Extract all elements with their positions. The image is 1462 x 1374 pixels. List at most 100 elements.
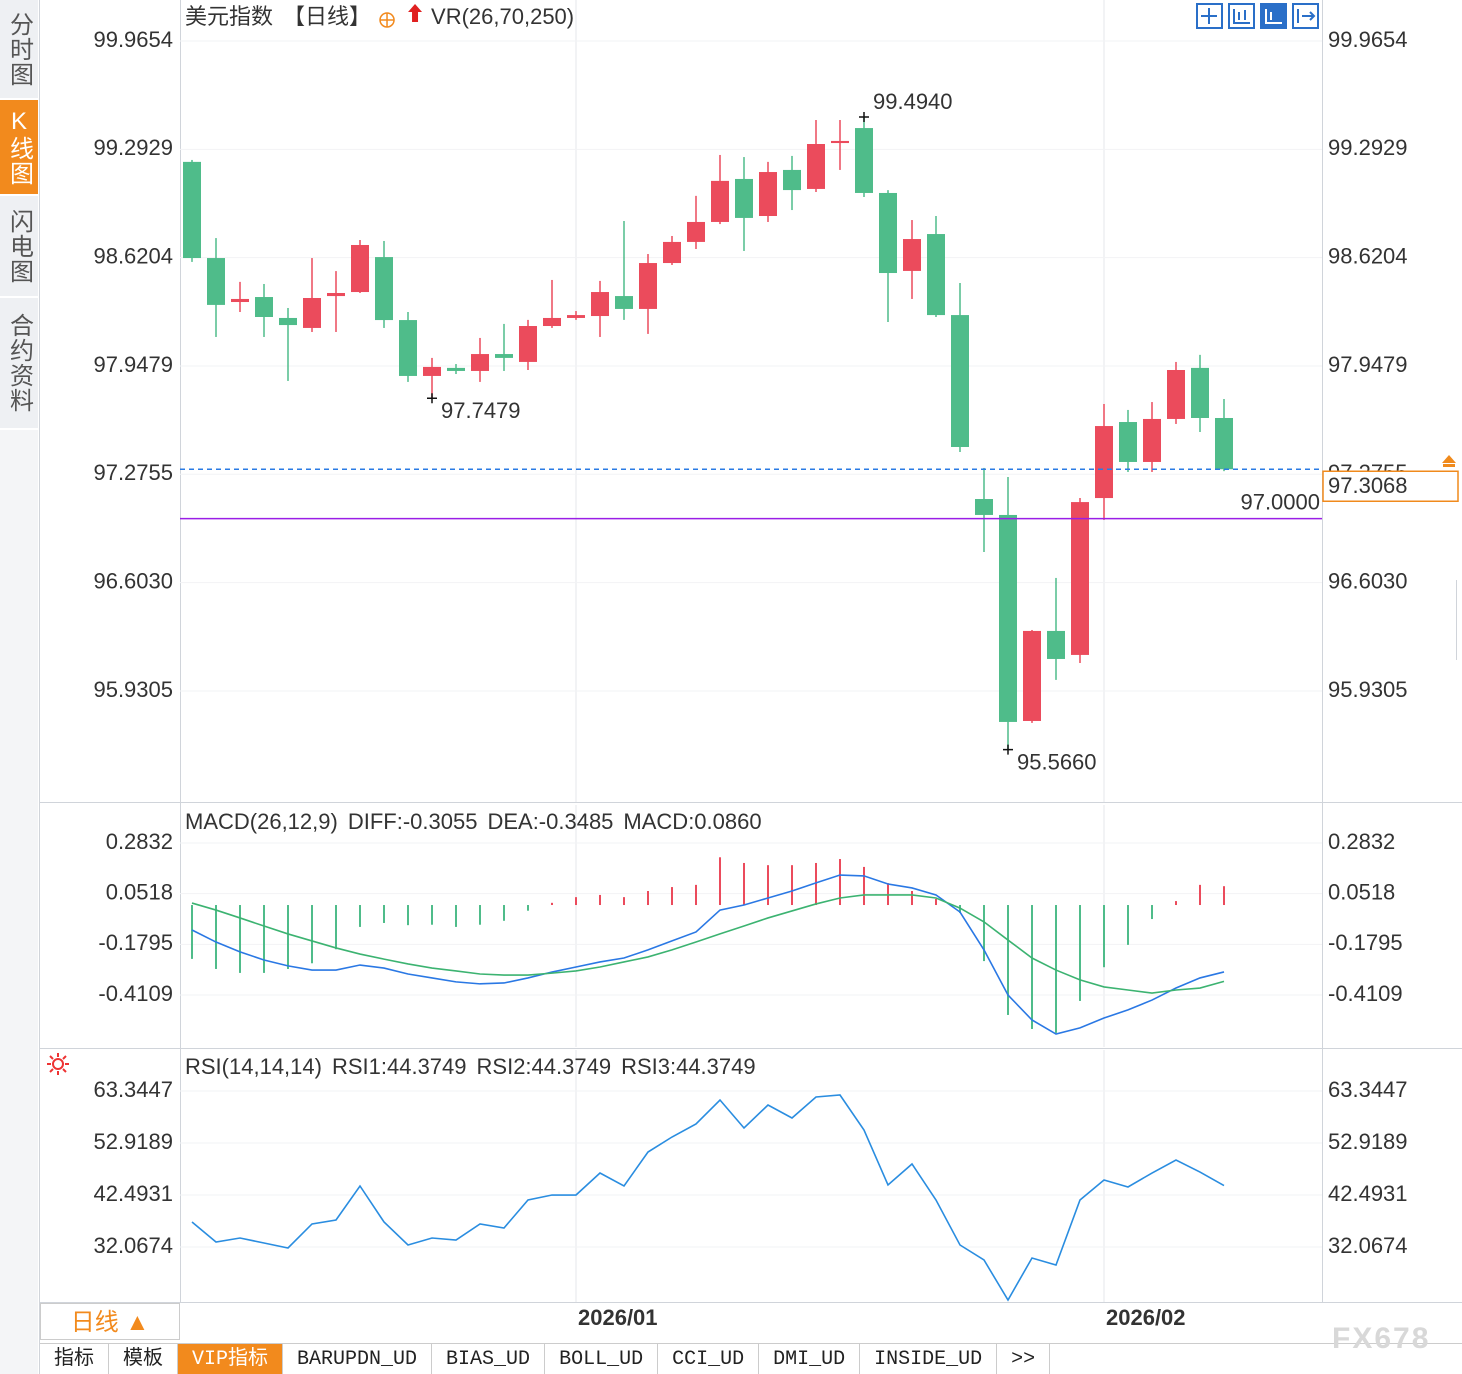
sidebar-tab[interactable]: 闪电图 <box>0 196 38 298</box>
candle-body <box>1071 502 1089 655</box>
y-tick-label-right: -0.4109 <box>1328 981 1403 1006</box>
candle-body <box>999 514 1017 722</box>
y-tick-label-right: 95.9305 <box>1328 677 1408 702</box>
watermark: FX678 <box>1332 1322 1431 1355</box>
legend-entry: RSI3:44.3749 <box>621 1054 756 1079</box>
y-tick-label: 98.6204 <box>93 243 173 268</box>
y-tick-label-right: 97.9479 <box>1328 352 1408 377</box>
candle-body <box>615 296 633 309</box>
candle-body <box>879 192 897 274</box>
candle-body <box>663 241 681 264</box>
candle-body <box>1167 369 1185 419</box>
indicator-tab[interactable]: BOLL_UD <box>545 1344 659 1374</box>
candle-body <box>759 172 777 217</box>
indicator-tab[interactable]: BARUPDN_UD <box>283 1344 433 1374</box>
candle-body <box>975 499 993 515</box>
candle-body <box>327 292 345 297</box>
candle-body <box>519 326 537 362</box>
indicator-tab[interactable]: 指标 <box>40 1344 109 1374</box>
extreme-label: 95.5660 <box>1017 749 1097 774</box>
y-tick-label-right: 63.3447 <box>1328 1077 1408 1102</box>
extreme-label: 99.4940 <box>873 89 953 114</box>
indicator-label: VR(26,70,250) <box>431 4 574 29</box>
rsi-icon <box>47 1053 69 1075</box>
panel-title: RSI(14,14,14) <box>185 1054 322 1079</box>
y-tick-label: 96.6030 <box>93 568 173 593</box>
period-label: 【日线】 <box>283 4 371 29</box>
reference-label: 97.0000 <box>1240 489 1320 514</box>
y-tick-label-right: 52.9189 <box>1328 1129 1408 1154</box>
indicator-tab[interactable]: CCI_UD <box>658 1344 760 1374</box>
candle-body <box>1143 418 1161 462</box>
candle-body <box>423 366 441 376</box>
indicator-icons <box>379 4 423 28</box>
indicator-tab[interactable]: VIP指标 <box>178 1344 284 1374</box>
legend-entry: RSI1:44.3749 <box>332 1054 467 1079</box>
candle-body <box>1215 417 1233 470</box>
candle-body <box>783 169 801 191</box>
y-tick-label: 0.2832 <box>106 829 173 854</box>
sidebar-tab[interactable]: 分时图 <box>0 0 38 100</box>
y-tick-label: 63.3447 <box>93 1077 173 1102</box>
candle-body <box>1191 367 1209 418</box>
indicator-tabs: 指标 模板 VIP指标 BARUPDN_UD BIAS_UD BOLL_UD CCI_UD D… <box>40 1343 1462 1374</box>
y-tick-label: 42.4931 <box>93 1181 173 1206</box>
y-tick-label: 32.0674 <box>93 1233 173 1258</box>
indicator-tab[interactable]: DMI_UD <box>759 1344 861 1374</box>
candle-body <box>711 180 729 222</box>
extreme-marker <box>1003 744 1013 755</box>
candle-body <box>927 234 945 316</box>
candle-body <box>279 317 297 326</box>
series-line <box>191 874 1225 1035</box>
candle-body <box>1119 422 1137 462</box>
frame <box>39 0 1462 1374</box>
price-alert-arrow <box>1442 455 1456 467</box>
extreme-marker <box>859 111 869 122</box>
y-tick-label-right: 98.6204 <box>1328 243 1408 268</box>
candle-body <box>471 354 489 371</box>
candle-body <box>1095 426 1113 499</box>
price-box <box>1322 470 1459 502</box>
series-line <box>191 1094 1225 1302</box>
legend-entry: RSI2:44.3749 <box>477 1054 612 1079</box>
y-tick-label: -0.1795 <box>98 930 173 955</box>
y-tick-label-right: -0.1795 <box>1328 930 1403 955</box>
candle-body <box>303 297 321 328</box>
y-tick-label-right: 0.0518 <box>1328 879 1395 904</box>
sidebar-tab[interactable]: K线图 <box>0 100 38 196</box>
candle-body <box>207 258 225 305</box>
arrow-icon <box>408 4 423 22</box>
candle-body <box>735 178 753 218</box>
candle-body <box>399 320 417 376</box>
panel-title: MACD(26,12,9) <box>185 809 338 834</box>
y-tick-label-right: 99.9654 <box>1328 27 1408 52</box>
candle-body <box>1047 630 1065 659</box>
y-tick-label-right: 32.0674 <box>1328 1233 1408 1258</box>
sidebar-tab[interactable]: 合约资料 <box>0 298 38 430</box>
indicator-tab[interactable]: BIAS_UD <box>432 1344 546 1374</box>
y-tick-label: 0.0518 <box>106 879 173 904</box>
candle-body <box>351 244 369 293</box>
toolbar-icons[interactable] <box>1196 3 1319 29</box>
indicator-tab[interactable]: 模板 <box>109 1344 178 1374</box>
x-tick-label: 2026/01 <box>578 1305 658 1330</box>
extreme-marker <box>427 393 437 404</box>
indicator-tab[interactable]: >> <box>997 1344 1051 1374</box>
series-line <box>191 894 1225 994</box>
candle-body <box>231 298 249 303</box>
candle-body <box>1023 630 1041 721</box>
y-tick-label: 97.2755 <box>93 460 173 485</box>
legend-entry: MACD:0.0860 <box>623 809 761 834</box>
y-tick-label: 97.9479 <box>93 352 173 377</box>
y-tick-label-right: 96.6030 <box>1328 568 1408 593</box>
candle-body <box>567 315 585 318</box>
period-button[interactable]: 日线 ▲ <box>40 1303 180 1340</box>
candle-body <box>903 239 921 271</box>
y-tick-label-right: 42.4931 <box>1328 1181 1408 1206</box>
candle-body <box>831 140 849 144</box>
candle-body <box>447 367 465 371</box>
indicator-tab[interactable]: INSIDE_UD <box>860 1344 998 1374</box>
y-tick-label-right: 0.2832 <box>1328 829 1395 854</box>
